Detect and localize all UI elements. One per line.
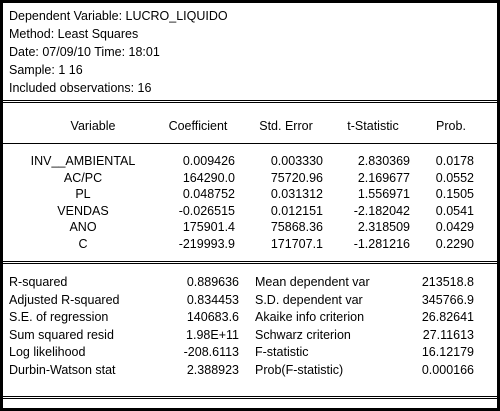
stat-cell: Sum squared resid <box>9 327 114 342</box>
col-std-error: Std. Error <box>259 119 313 133</box>
divider-middle <box>3 261 497 264</box>
stat-row: Adjusted R-squared 0.834453 S.D. dependent… <box>3 292 497 309</box>
stat-cell: R-squared <box>9 275 68 289</box>
table-row: INV__AMBIENTAL 0.009426 0.003330 2.830369 0.… <box>3 153 497 170</box>
table-cell: ANO <box>69 220 97 234</box>
col-t-statistic: t-Statistic <box>347 119 399 133</box>
table-cell: 0.0429 <box>435 220 474 234</box>
stat-cell: 0.000166 <box>421 362 474 377</box>
table-cell: 0.009426 <box>182 154 235 168</box>
stat-row: Log likelihood -208.6113 F-statistic 16.121… <box>3 344 497 361</box>
table-cell: 0.003330 <box>270 154 323 168</box>
table-row: ANO 175901.4 75868.36 2.318509 0.0429 <box>3 219 497 236</box>
stat-cell: 0.834453 <box>186 292 239 307</box>
stat-cell: 345766.9 <box>421 292 474 307</box>
divider-header <box>3 143 497 144</box>
table-cell: C <box>78 236 88 251</box>
stat-row: Sum squared resid 1.98E+11 Schwarz criteri… <box>3 327 497 344</box>
stat-cell: 140683.6 <box>186 310 239 324</box>
table-cell: 75868.36 <box>270 220 323 234</box>
table-cell: -219993.9 <box>178 236 235 251</box>
table-row: C -219993.9 171707.1 -1.281216 0.2290 <box>3 236 497 253</box>
stat-cell: 1.98E+11 <box>186 327 239 342</box>
included-observations: Included observations: 16 <box>9 81 152 95</box>
table-cell: -1.281216 <box>353 236 410 251</box>
table-cell: 1.556971 <box>357 187 410 201</box>
table-cell: 2.318509 <box>357 220 410 234</box>
divider-bottom <box>3 396 497 399</box>
table-cell: 0.0552 <box>435 170 474 185</box>
col-coefficient: Coefficient <box>168 119 228 133</box>
divider-top <box>3 100 497 103</box>
table-row: VENDAS -0.026515 0.012151 -2.182042 0.0541 <box>3 203 497 220</box>
method: Method: Least Squares <box>9 27 139 41</box>
stat-row: Durbin-Watson stat 2.388923 Prob(F-statist… <box>3 362 497 379</box>
table-cell: 0.0178 <box>435 154 474 168</box>
stat-cell: Prob(F-statistic) <box>255 362 344 377</box>
col-prob: Prob. <box>436 119 466 133</box>
stat-cell: 26.82641 <box>421 310 474 324</box>
table-cell: PL <box>75 187 91 201</box>
stat-cell: 0.889636 <box>186 275 239 289</box>
table-cell: -0.026515 <box>178 203 235 218</box>
stat-cell: 27.11613 <box>422 327 474 342</box>
stat-cell: -208.6113 <box>183 345 239 359</box>
table-cell: 0.031312 <box>270 187 323 201</box>
stat-cell: F-statistic <box>255 345 309 359</box>
table-cell: 0.012151 <box>270 203 323 218</box>
table-cell: 164290.0 <box>182 170 235 185</box>
stat-cell: Adjusted R-squared <box>9 292 120 307</box>
table-cell: 171707.1 <box>270 236 323 251</box>
sample: Sample: 1 16 <box>9 63 83 77</box>
column-header-row: Variable Coefficient Std. Error t-Statis… <box>3 118 497 135</box>
stat-cell: Log likelihood <box>9 345 86 359</box>
table-cell: 2.169677 <box>357 170 410 185</box>
stat-cell: Durbin-Watson stat <box>9 362 116 377</box>
table-cell: 0.0541 <box>435 203 474 218</box>
table-cell: VENDAS <box>57 203 109 218</box>
table-cell: 0.2290 <box>435 236 474 251</box>
table-cell: 0.048752 <box>182 187 235 201</box>
stat-cell: 16.12179 <box>421 345 474 359</box>
stat-cell: Akaike info criterion <box>255 310 365 324</box>
table-cell: 175901.4 <box>182 220 235 234</box>
table-cell: -2.182042 <box>353 203 410 218</box>
table-cell: INV__AMBIENTAL <box>30 154 136 168</box>
stat-row: R-squared 0.889636 Mean dependent var 21351… <box>3 274 497 291</box>
table-row: AC/PC 164290.0 75720.96 2.169677 0.0552 <box>3 170 497 187</box>
stat-cell: Schwarz criterion <box>255 327 351 342</box>
table-row: PL 0.048752 0.031312 1.556971 0.1505 <box>3 186 497 203</box>
stat-row: S.E. of regression 140683.6 Akaike info cr… <box>3 309 497 326</box>
table-cell: 2.830369 <box>357 154 410 168</box>
date-time: Date: 07/09/10 Time: 18:01 <box>9 45 160 59</box>
header-block: Dependent Variable: LUCRO_LIQUIDO Method… <box>9 7 228 97</box>
table-cell: 75720.96 <box>270 170 323 185</box>
stat-cell: 213518.8 <box>421 275 474 289</box>
dependent-variable: Dependent Variable: LUCRO_LIQUIDO <box>9 9 228 23</box>
col-variable: Variable <box>70 119 116 133</box>
stat-cell: S.E. of regression <box>9 310 109 324</box>
stat-cell: Mean dependent var <box>255 275 370 289</box>
regression-output-window: Dependent Variable: LUCRO_LIQUIDO Method… <box>3 3 497 408</box>
stat-cell: S.D. dependent var <box>255 292 363 307</box>
stat-cell: 2.388923 <box>186 362 239 377</box>
table-cell: AC/PC <box>63 170 103 185</box>
table-cell: 0.1505 <box>435 187 474 201</box>
